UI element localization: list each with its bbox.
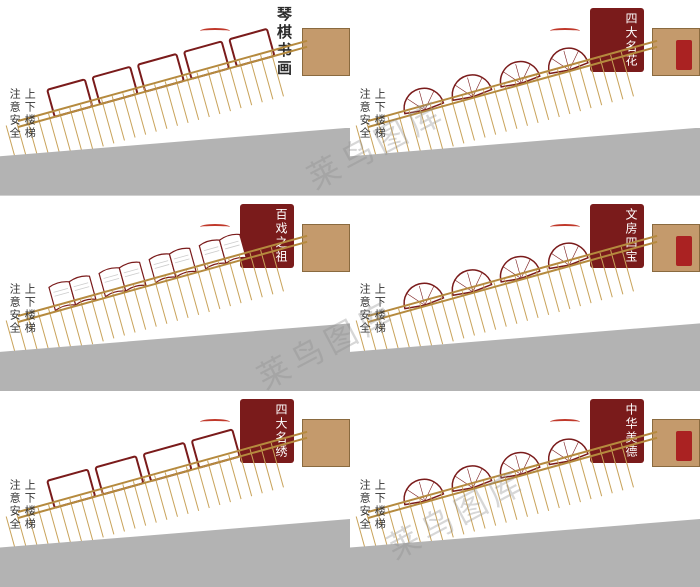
safety-col: 上下楼梯 [23, 479, 35, 531]
stair-scene: 四大名花注意安全上下楼梯 [350, 0, 700, 196]
stair-design-cell: 文房四宝注意安全上下楼梯 [350, 196, 700, 392]
safety-text: 注意安全上下楼梯 [8, 88, 35, 140]
safety-col: 上下楼梯 [23, 283, 35, 335]
safety-col: 注意安全 [358, 88, 370, 140]
safety-col: 注意安全 [8, 479, 20, 531]
stair-scene: 百戏之祖注意安全上下楼梯 [0, 196, 350, 392]
upper-wall [302, 224, 350, 272]
seal-stamp [676, 431, 692, 461]
safety-col: 注意安全 [358, 283, 370, 335]
safety-col: 上下楼梯 [23, 88, 35, 140]
stair-design-cell: 中华美德注意安全上下楼梯 [350, 391, 700, 587]
safety-text: 注意安全上下楼梯 [8, 283, 35, 335]
safety-text: 注意安全上下楼梯 [358, 479, 385, 531]
safety-text: 注意安全上下楼梯 [358, 283, 385, 335]
stair-scene: 文房四宝注意安全上下楼梯 [350, 196, 700, 392]
stair-design-cell: 琴棋书画注意安全上下楼梯 [0, 0, 350, 196]
safety-col: 注意安全 [8, 88, 20, 140]
seal-stamp [676, 236, 692, 266]
stair-design-cell: 百戏之祖注意安全上下楼梯 [0, 196, 350, 392]
upper-wall [302, 28, 350, 76]
safety-text: 注意安全上下楼梯 [8, 479, 35, 531]
safety-col: 上下楼梯 [373, 479, 385, 531]
safety-col: 注意安全 [8, 283, 20, 335]
safety-text: 注意安全上下楼梯 [358, 88, 385, 140]
safety-col: 上下楼梯 [373, 88, 385, 140]
safety-col: 注意安全 [358, 479, 370, 531]
stair-scene: 四大名绣注意安全上下楼梯 [0, 391, 350, 587]
seal-stamp [676, 40, 692, 70]
stair-design-cell: 四大名花注意安全上下楼梯 [350, 0, 700, 196]
safety-col: 上下楼梯 [373, 283, 385, 335]
stair-scene: 中华美德注意安全上下楼梯 [350, 391, 700, 587]
stair-design-cell: 四大名绣注意安全上下楼梯 [0, 391, 350, 587]
stair-scene: 琴棋书画注意安全上下楼梯 [0, 0, 350, 196]
upper-wall [302, 419, 350, 467]
